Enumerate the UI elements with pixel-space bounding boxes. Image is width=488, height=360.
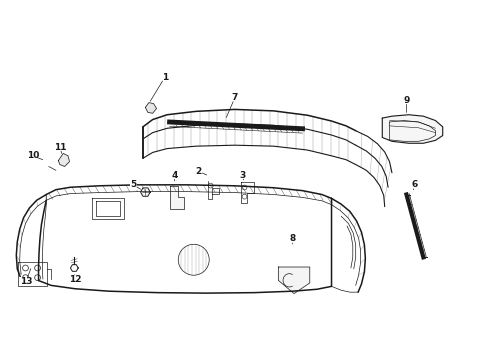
Polygon shape xyxy=(58,153,69,166)
Polygon shape xyxy=(278,267,309,294)
Polygon shape xyxy=(382,115,442,143)
Text: 8: 8 xyxy=(289,234,295,243)
Text: 6: 6 xyxy=(411,180,417,189)
Polygon shape xyxy=(145,103,156,113)
Text: 10: 10 xyxy=(26,151,39,160)
Text: 5: 5 xyxy=(130,180,136,189)
Text: 13: 13 xyxy=(20,277,32,286)
Text: 11: 11 xyxy=(54,143,66,152)
Text: 9: 9 xyxy=(403,96,409,105)
Polygon shape xyxy=(169,186,183,209)
Text: 4: 4 xyxy=(171,171,177,180)
Text: 2: 2 xyxy=(195,167,201,176)
Text: 1: 1 xyxy=(161,73,167,82)
Text: 7: 7 xyxy=(231,93,238,102)
Text: 12: 12 xyxy=(69,275,81,284)
Text: 3: 3 xyxy=(239,171,244,180)
